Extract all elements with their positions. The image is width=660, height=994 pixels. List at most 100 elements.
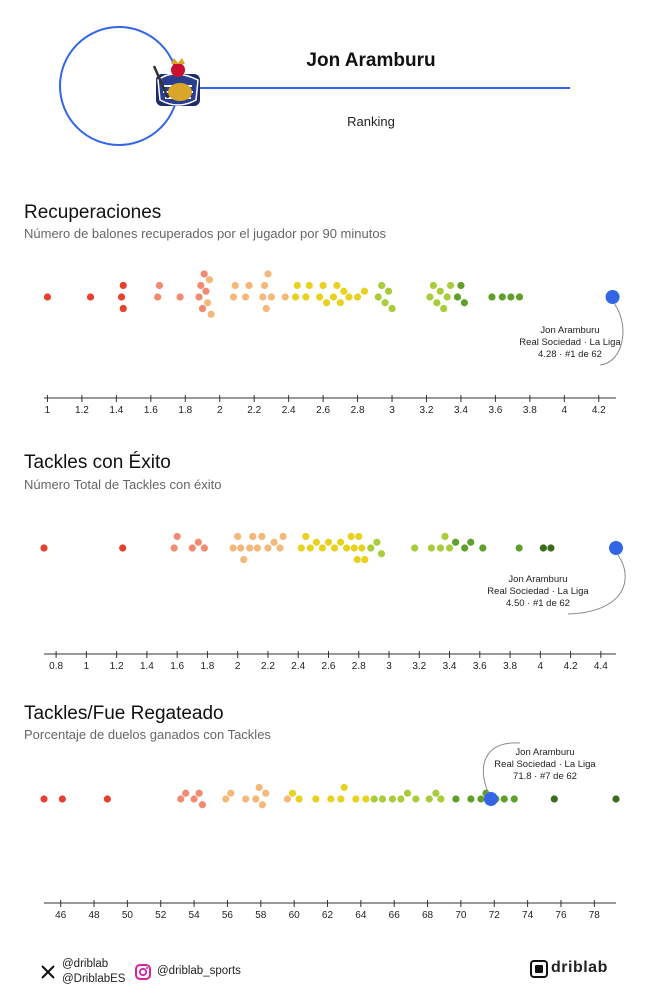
x-twitter-icon[interactable] (40, 964, 56, 980)
data-point (451, 538, 460, 546)
data-point (198, 304, 207, 313)
data-point (384, 287, 393, 295)
data-point (253, 544, 261, 552)
beeswarm-chart-tackles-regateado: 46 48 50 52 54 56 58 60 62 64 66 68 70 72 74 76 78 Jon Ar… (40, 742, 620, 921)
data-point (154, 293, 162, 301)
data-point (40, 544, 48, 552)
data-point (436, 287, 444, 295)
x-tick-label: 1.8 (178, 405, 192, 416)
data-point (467, 795, 475, 803)
chart-title-2: Tackles con Éxito (24, 452, 171, 473)
data-point (234, 532, 242, 541)
data-point (281, 293, 289, 301)
data-point (227, 789, 235, 797)
data-point (397, 795, 405, 803)
x-tick-label: 1.4 (140, 661, 154, 672)
twitter-handle-1[interactable]: @driblab (62, 958, 109, 970)
data-point (270, 538, 278, 546)
highlight-connector (599, 303, 624, 366)
data-point (355, 532, 363, 541)
highlight-point (609, 541, 623, 555)
data-point (297, 544, 305, 552)
data-point (86, 293, 95, 301)
x-tick-label: 2.6 (322, 661, 336, 672)
data-point (388, 795, 397, 803)
data-point (388, 304, 396, 313)
x-tick-label: 78 (589, 910, 601, 921)
x-tick-label: 54 (189, 910, 201, 921)
data-point (177, 795, 185, 803)
data-point (340, 783, 348, 792)
player-name: Jon Aramburu (306, 50, 435, 71)
data-point (197, 281, 205, 290)
twitter-handle-2[interactable]: @DriblabES (62, 973, 126, 985)
driblab-logo-icon (530, 960, 548, 978)
data-point (195, 789, 203, 797)
data-point (550, 795, 558, 803)
data-point (403, 789, 412, 797)
data-point (437, 795, 445, 803)
instagram-icon[interactable] (135, 964, 151, 980)
data-point (445, 544, 454, 552)
highlight-point (605, 290, 620, 304)
data-point (433, 299, 441, 307)
data-point (40, 795, 48, 803)
data-point (498, 293, 506, 301)
data-point (255, 783, 263, 792)
highlight-label-rank: 71.8 · #7 de 62 (513, 771, 577, 782)
data-point (205, 276, 213, 284)
data-point (240, 555, 248, 564)
data-point (452, 795, 460, 803)
data-point (324, 538, 333, 546)
highlight-label-team: Real Sociedad · La Liga (487, 586, 589, 597)
data-point (367, 544, 375, 552)
data-point (200, 270, 208, 278)
data-point (173, 532, 181, 541)
data-point (293, 281, 301, 290)
instagram-handle[interactable]: @driblab_sports (157, 965, 241, 977)
data-point (412, 795, 420, 803)
x-tick-label: 4 (538, 661, 544, 672)
data-point (279, 532, 287, 541)
data-point (302, 532, 310, 541)
data-point (117, 293, 126, 301)
data-point (202, 287, 210, 295)
data-point (373, 538, 381, 546)
highlight-connector (482, 742, 521, 793)
data-point (306, 544, 314, 552)
data-point (329, 293, 338, 301)
data-point (488, 293, 496, 301)
club-crest-icon (152, 58, 200, 106)
data-point (436, 544, 445, 552)
data-point (381, 299, 389, 307)
x-tick-label: 66 (389, 910, 401, 921)
highlight-connector (567, 554, 626, 615)
data-point (194, 538, 202, 546)
x-tick-label: 56 (222, 910, 234, 921)
data-point (447, 281, 455, 290)
data-point (340, 287, 348, 295)
data-point (222, 795, 230, 803)
x-tick-label: 70 (455, 910, 467, 921)
x-tick-label: 76 (555, 910, 567, 921)
data-point (258, 801, 267, 809)
chart-subtitle-2: Número Total de Tackles con éxito (24, 477, 222, 492)
data-point (432, 789, 440, 797)
data-point (231, 281, 239, 290)
x-tick-label: 74 (522, 910, 534, 921)
data-point (352, 795, 360, 803)
data-point (358, 544, 366, 552)
data-point (260, 281, 269, 290)
data-point (119, 304, 127, 313)
data-point (258, 532, 266, 541)
chart-subtitle-3: Porcentaje de duelos ganados con Tackles (24, 727, 271, 742)
x-tick-label: 64 (355, 910, 367, 921)
data-point (322, 299, 331, 307)
highlight-label-name: Jon Aramburu (540, 325, 599, 336)
x-tick-label: 3.2 (420, 405, 434, 416)
data-point (229, 544, 237, 552)
highlight-label-name: Jon Aramburu (515, 747, 574, 758)
x-tick-label: 3.6 (488, 405, 502, 416)
data-point (336, 299, 344, 307)
data-point (312, 538, 320, 546)
